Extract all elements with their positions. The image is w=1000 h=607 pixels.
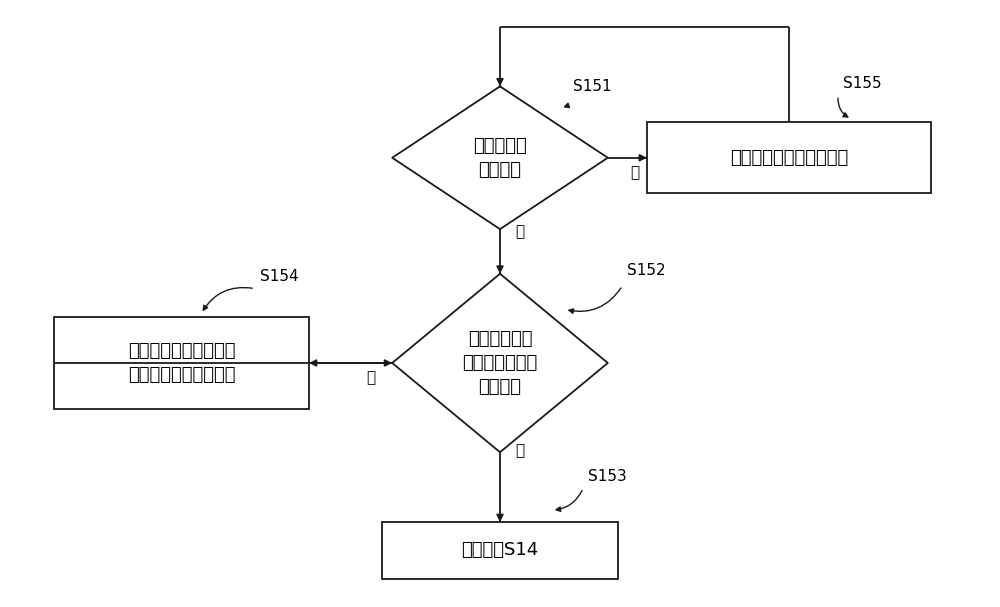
Text: 是否每个微功
率无线通信单元
均已更新: 是否每个微功 率无线通信单元 均已更新 [462,330,538,396]
Polygon shape [392,274,608,452]
Text: 是否为批量
更新时间: 是否为批量 更新时间 [473,137,527,178]
Text: 返回步骤S14: 返回步骤S14 [461,541,539,560]
Text: S154: S154 [260,270,299,284]
Text: 是: 是 [515,443,524,458]
Polygon shape [392,86,608,229]
Text: S151: S151 [574,79,612,94]
Text: 否: 否 [631,165,640,180]
Text: 否: 否 [366,370,375,385]
Text: 是: 是 [515,225,524,240]
Text: 等待批量更新时刻的到来: 等待批量更新时刻的到来 [730,149,848,167]
Text: S153: S153 [588,469,627,484]
Text: 等待对多个微功率无线
通信单元进行批量更新: 等待对多个微功率无线 通信单元进行批量更新 [128,342,235,384]
Bar [382,522,618,578]
Text: S152: S152 [627,263,666,278]
Text: S155: S155 [843,76,882,91]
Bar [54,317,309,409]
Bar [647,122,931,194]
